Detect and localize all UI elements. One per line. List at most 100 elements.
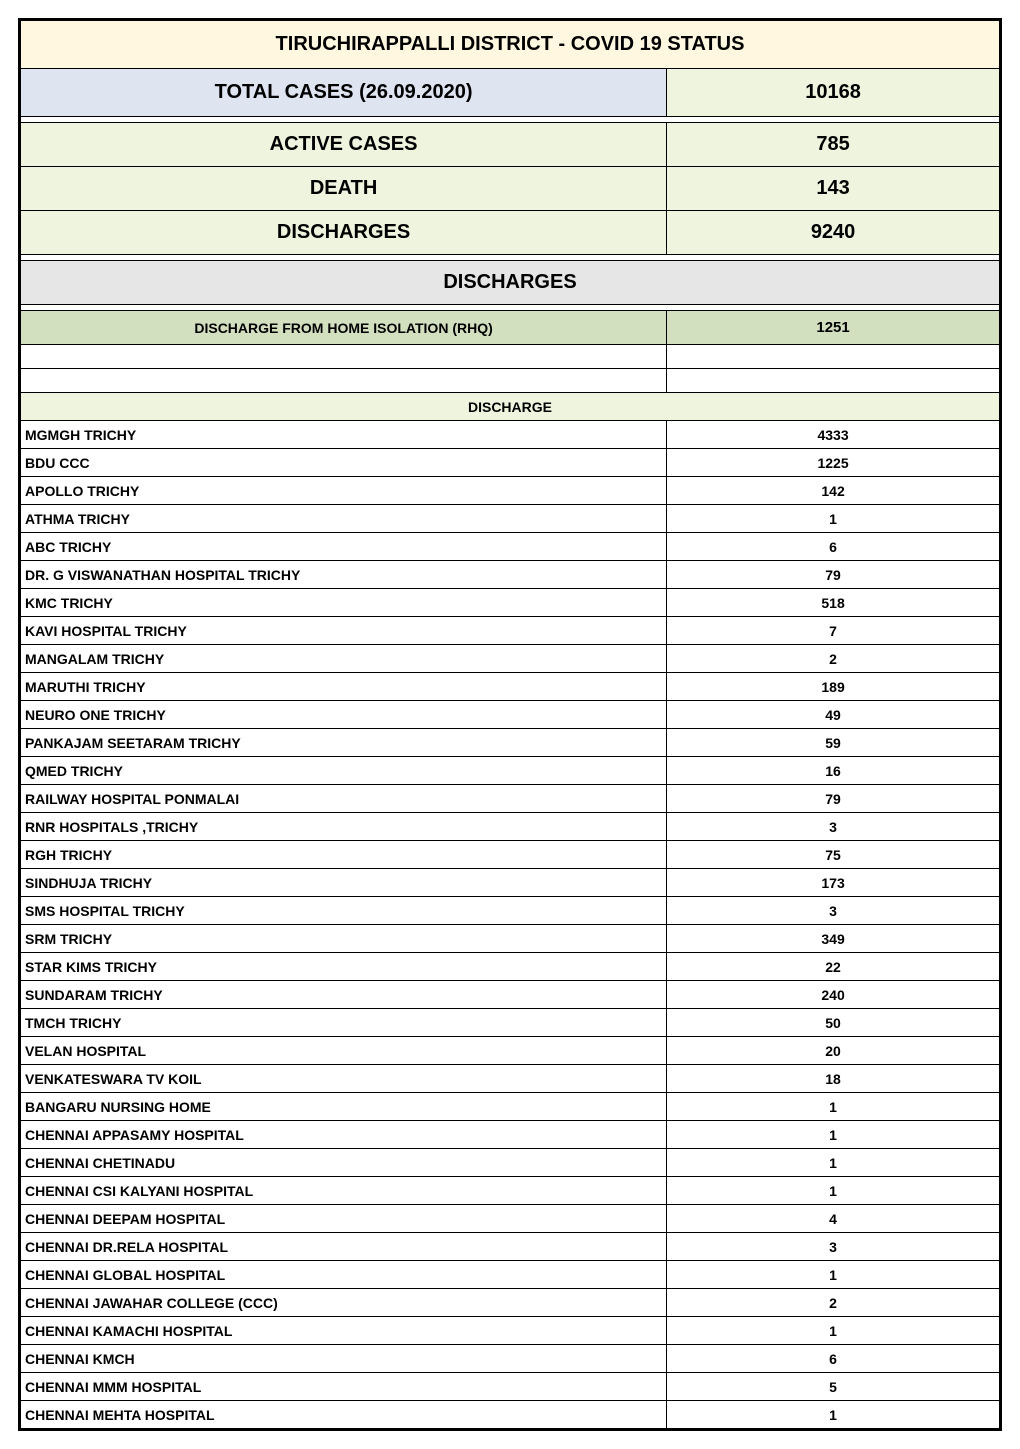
- banner-text: TIRUCHIRAPPALLI DISTRICT - COVID 19 STAT…: [21, 21, 1000, 69]
- section-text: DISCHARGES: [21, 261, 1000, 305]
- row-value: 1: [667, 1149, 1000, 1177]
- row-value: 173: [667, 869, 1000, 897]
- row-label: CHENNAI KAMACHI HOSPITAL: [21, 1317, 667, 1345]
- row-value: 142: [667, 477, 1000, 505]
- row-label: SRM TRICHY: [21, 925, 667, 953]
- table-row: RNR HOSPITALS ,TRICHY3: [21, 813, 1000, 841]
- data-rows-body: MGMGH TRICHY4333BDU CCC1225APOLLO TRICHY…: [21, 421, 1000, 1429]
- row-label: CHENNAI KMCH: [21, 1345, 667, 1373]
- table-row: CHENNAI KMCH6: [21, 1345, 1000, 1373]
- section-row: DISCHARGES: [21, 261, 1000, 305]
- row-label: CHENNAI APPASAMY HOSPITAL: [21, 1121, 667, 1149]
- metric-row: DISCHARGES 9240: [21, 211, 1000, 255]
- table-row: CHENNAI MEHTA HOSPITAL1: [21, 1401, 1000, 1429]
- row-label: CHENNAI CHETINADU: [21, 1149, 667, 1177]
- sub-row: DISCHARGE FROM HOME ISOLATION (RHQ) 1251: [21, 311, 1000, 345]
- row-value: 79: [667, 561, 1000, 589]
- table-row: PANKAJAM SEETARAM TRICHY59: [21, 729, 1000, 757]
- row-value: 79: [667, 785, 1000, 813]
- row-value: 18: [667, 1065, 1000, 1093]
- row-label: KMC TRICHY: [21, 589, 667, 617]
- table-row: APOLLO TRICHY142: [21, 477, 1000, 505]
- table-row: MANGALAM TRICHY2: [21, 645, 1000, 673]
- table-row: BANGARU NURSING HOME1: [21, 1093, 1000, 1121]
- table-row: CHENNAI CSI KALYANI HOSPITAL1: [21, 1177, 1000, 1205]
- row-value: 4: [667, 1205, 1000, 1233]
- row-value: 75: [667, 841, 1000, 869]
- table-row: MARUTHI TRICHY189: [21, 673, 1000, 701]
- sub-value: 1251: [667, 311, 1000, 345]
- row-label: SINDHUJA TRICHY: [21, 869, 667, 897]
- row-label: BANGARU NURSING HOME: [21, 1093, 667, 1121]
- table-row: CHENNAI MMM HOSPITAL5: [21, 1373, 1000, 1401]
- row-value: 2: [667, 645, 1000, 673]
- title-label: TOTAL CASES (26.09.2020): [21, 69, 667, 117]
- row-label: CHENNAI JAWAHAR COLLEGE (CCC): [21, 1289, 667, 1317]
- table-row: MGMGH TRICHY4333: [21, 421, 1000, 449]
- table-row: ATHMA TRICHY1: [21, 505, 1000, 533]
- row-value: 6: [667, 533, 1000, 561]
- row-label: CHENNAI DEEPAM HOSPITAL: [21, 1205, 667, 1233]
- row-label: DR. G VISWANATHAN HOSPITAL TRICHY: [21, 561, 667, 589]
- table-row: BDU CCC1225: [21, 449, 1000, 477]
- row-value: 1: [667, 1177, 1000, 1205]
- row-label: CHENNAI CSI KALYANI HOSPITAL: [21, 1177, 667, 1205]
- row-label: CHENNAI MMM HOSPITAL: [21, 1373, 667, 1401]
- blank-cell: [667, 345, 1000, 369]
- row-label: BDU CCC: [21, 449, 667, 477]
- row-label: CHENNAI MEHTA HOSPITAL: [21, 1401, 667, 1429]
- row-value: 49: [667, 701, 1000, 729]
- row-value: 1: [667, 505, 1000, 533]
- row-label: MANGALAM TRICHY: [21, 645, 667, 673]
- table-row: CHENNAI DEEPAM HOSPITAL4: [21, 1205, 1000, 1233]
- table-row: CHENNAI DR.RELA HOSPITAL3: [21, 1233, 1000, 1261]
- table-row: NEURO ONE TRICHY49: [21, 701, 1000, 729]
- row-value: 1225: [667, 449, 1000, 477]
- discharge-header: DISCHARGE: [21, 393, 1000, 421]
- row-value: 189: [667, 673, 1000, 701]
- row-value: 16: [667, 757, 1000, 785]
- row-value: 5: [667, 1373, 1000, 1401]
- row-value: 2: [667, 1289, 1000, 1317]
- table-row: STAR KIMS TRICHY22: [21, 953, 1000, 981]
- row-value: 1: [667, 1317, 1000, 1345]
- row-label: TMCH TRICHY: [21, 1009, 667, 1037]
- table-row: DR. G VISWANATHAN HOSPITAL TRICHY79: [21, 561, 1000, 589]
- row-label: MARUTHI TRICHY: [21, 673, 667, 701]
- row-label: ATHMA TRICHY: [21, 505, 667, 533]
- row-label: RGH TRICHY: [21, 841, 667, 869]
- title-value: 10168: [667, 69, 1000, 117]
- discharge-header-row: DISCHARGE: [21, 393, 1000, 421]
- sub-label: DISCHARGE FROM HOME ISOLATION (RHQ): [21, 311, 667, 345]
- row-value: 1: [667, 1093, 1000, 1121]
- row-value: 7: [667, 617, 1000, 645]
- table-row: SUNDARAM TRICHY240: [21, 981, 1000, 1009]
- table-row: SRM TRICHY349: [21, 925, 1000, 953]
- metric-label: DISCHARGES: [21, 211, 667, 255]
- metric-label: DEATH: [21, 167, 667, 211]
- blank-cell: [667, 369, 1000, 393]
- blank-cell: [21, 345, 667, 369]
- row-label: PANKAJAM SEETARAM TRICHY: [21, 729, 667, 757]
- row-label: SUNDARAM TRICHY: [21, 981, 667, 1009]
- table-row: TMCH TRICHY50: [21, 1009, 1000, 1037]
- table-row: KAVI HOSPITAL TRICHY7: [21, 617, 1000, 645]
- row-value: 20: [667, 1037, 1000, 1065]
- row-value: 3: [667, 897, 1000, 925]
- metric-row: DEATH 143: [21, 167, 1000, 211]
- banner-row: TIRUCHIRAPPALLI DISTRICT - COVID 19 STAT…: [21, 21, 1000, 69]
- table-row: CHENNAI CHETINADU1: [21, 1149, 1000, 1177]
- row-label: RNR HOSPITALS ,TRICHY: [21, 813, 667, 841]
- table-row: RAILWAY HOSPITAL PONMALAI79: [21, 785, 1000, 813]
- row-value: 1: [667, 1401, 1000, 1429]
- row-value: 50: [667, 1009, 1000, 1037]
- table-row: RGH TRICHY75: [21, 841, 1000, 869]
- table-row: ABC TRICHY6: [21, 533, 1000, 561]
- row-value: 1: [667, 1261, 1000, 1289]
- row-value: 3: [667, 813, 1000, 841]
- blank-cell: [21, 369, 667, 393]
- table-row: VENKATESWARA TV KOIL18: [21, 1065, 1000, 1093]
- row-label: VELAN HOSPITAL: [21, 1037, 667, 1065]
- table-row: CHENNAI KAMACHI HOSPITAL1: [21, 1317, 1000, 1345]
- row-value: 6: [667, 1345, 1000, 1373]
